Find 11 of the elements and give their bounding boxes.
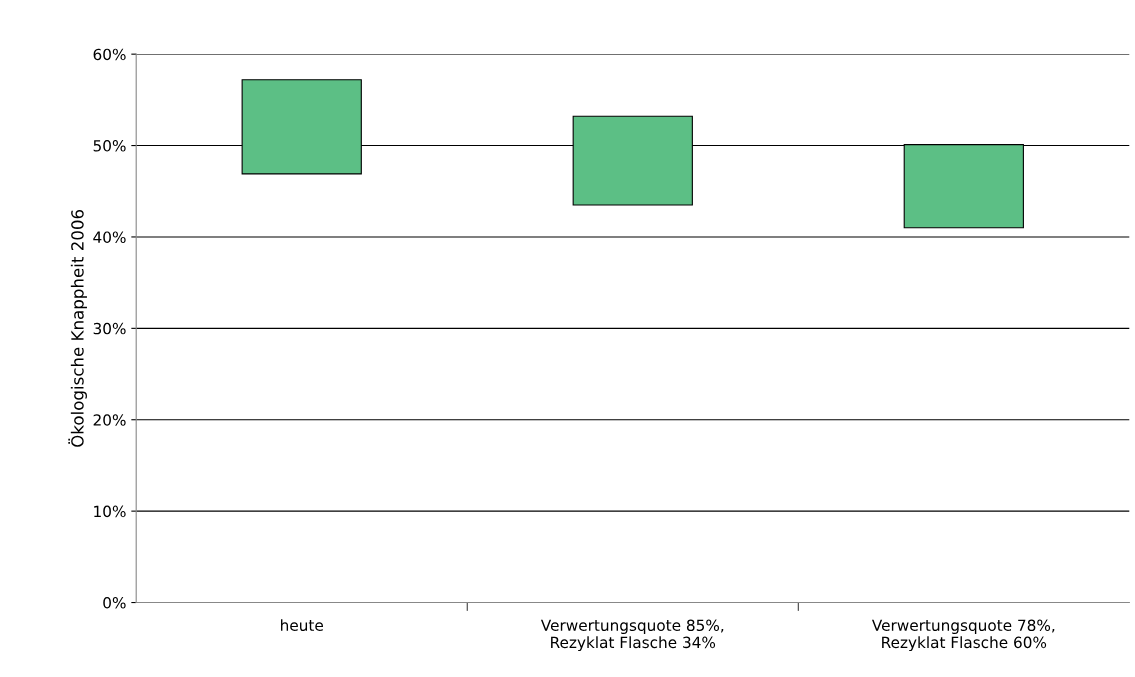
x-tick-label: heute: [281, 619, 323, 632]
y-tick-label: 0%: [103, 597, 126, 609]
x-tick-label: Verwertungsquote 85%, Rezyklat Flasche 34%: [540, 619, 724, 652]
y-tick-label: 20%: [93, 414, 126, 426]
y-tick-label: 10%: [94, 505, 126, 518]
y-tick-label: 30%: [93, 322, 126, 335]
y-tick-label: 50%: [93, 140, 126, 152]
x-tick-label: Verwertungsquote 78%, Rezyklat Flasche 60%: [871, 619, 1055, 652]
y-tick-label: 40%: [93, 231, 126, 243]
y-tick-label: 60%: [93, 48, 126, 61]
y-axis-title: Ökologische Knappheit 2006: [68, 209, 87, 447]
